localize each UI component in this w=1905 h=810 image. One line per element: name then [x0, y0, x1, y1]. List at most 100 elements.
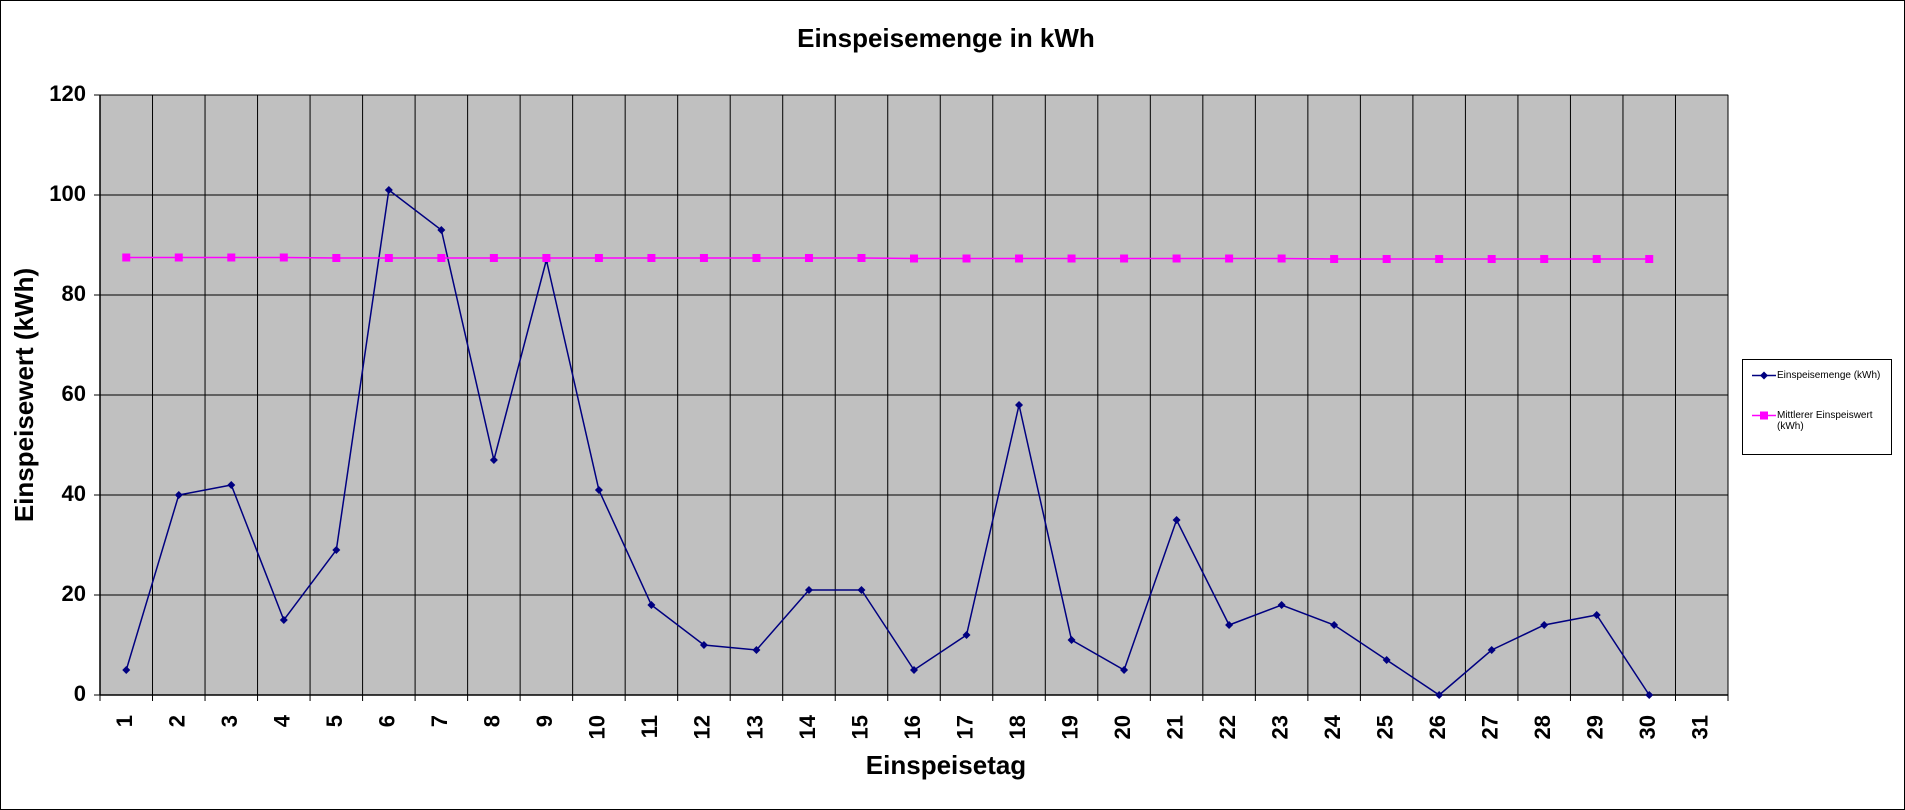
x-tick-label: 1	[112, 715, 137, 727]
point	[1382, 656, 1391, 664]
point	[857, 586, 866, 594]
x-tick-label: 26	[1425, 715, 1450, 739]
x-tick-label: 25	[1372, 715, 1397, 739]
chart-title: Einspeisemenge in kWh	[797, 23, 1095, 53]
legend-item: Einspeisemenge (kWh)	[1751, 370, 1887, 381]
point	[1277, 254, 1286, 263]
point	[1592, 611, 1601, 619]
x-tick-label: 23	[1267, 715, 1292, 739]
point	[1540, 255, 1549, 263]
legend-item: Mittlerer Einspeiswert (kWh)	[1751, 410, 1887, 432]
point	[437, 226, 446, 234]
x-tick-label: 24	[1320, 714, 1345, 739]
point	[1172, 516, 1181, 524]
x-tick-label: 5	[322, 715, 347, 727]
legend-marker	[1760, 411, 1768, 420]
y-tick-label: 20	[62, 581, 86, 606]
point	[1487, 255, 1496, 263]
y-tick-label: 80	[62, 281, 86, 306]
x-axis-label: Einspeisetag	[866, 750, 1026, 780]
point	[1120, 666, 1129, 674]
point	[437, 254, 446, 262]
x-tick-label: 9	[532, 715, 557, 727]
point	[279, 616, 288, 624]
point	[910, 254, 918, 263]
x-tick-label: 29	[1583, 715, 1608, 739]
x-tick-label: 16	[900, 715, 925, 739]
legend-label: Einspeisemenge (kWh)	[1777, 370, 1881, 381]
x-tick-label: 28	[1530, 715, 1555, 739]
point	[174, 491, 183, 499]
point	[1540, 621, 1549, 629]
x-tick-label: 14	[795, 714, 820, 739]
point	[1645, 691, 1654, 699]
x-tick-label: 3	[217, 715, 242, 727]
point	[1225, 621, 1234, 629]
x-tick-label: 21	[1162, 715, 1187, 739]
x-tick-label: 10	[585, 715, 610, 739]
point	[279, 253, 288, 262]
point	[1382, 255, 1391, 263]
point	[752, 254, 761, 262]
point	[910, 666, 918, 674]
series-line	[125, 188, 1650, 696]
x-tick-label: 6	[375, 715, 400, 727]
point	[594, 254, 603, 262]
point	[699, 254, 708, 262]
point	[1330, 255, 1339, 263]
x-tick-label: 4	[270, 714, 295, 727]
point	[804, 254, 813, 262]
point	[332, 254, 341, 262]
x-tick-label: 20	[1110, 715, 1135, 739]
point	[174, 253, 183, 262]
x-tick-label: 12	[690, 715, 715, 739]
x-tick-label: 30	[1635, 715, 1660, 739]
y-tick-label: 100	[49, 181, 86, 206]
legend-marker	[1760, 371, 1768, 380]
point	[1435, 691, 1444, 699]
point	[227, 481, 236, 489]
y-tick-label: 120	[49, 81, 86, 106]
x-tick-label: 22	[1215, 715, 1240, 739]
point	[1172, 254, 1181, 263]
point	[962, 631, 971, 639]
point	[1067, 254, 1076, 263]
point	[489, 456, 498, 464]
point	[647, 601, 656, 609]
legend-label: Mittlerer Einspeiswert (kWh)	[1777, 410, 1873, 432]
point	[1277, 601, 1286, 609]
x-tick-label: 19	[1057, 715, 1082, 739]
point	[804, 586, 813, 594]
point	[1120, 254, 1129, 263]
point	[384, 254, 393, 262]
point	[1330, 621, 1339, 629]
legend: Einspeisemenge (kWh) Mittlerer Einspeiswe…	[1742, 359, 1892, 455]
point	[1015, 401, 1024, 409]
point	[1015, 254, 1024, 263]
point	[122, 666, 131, 674]
legend-swatch	[1752, 371, 1776, 380]
point	[962, 254, 971, 263]
point	[332, 546, 341, 554]
point	[122, 253, 131, 262]
point	[699, 641, 708, 649]
point	[857, 254, 866, 262]
point	[489, 254, 498, 262]
x-tick-label: 8	[480, 715, 505, 727]
x-tick-label: 2	[165, 715, 190, 727]
legend-swatch	[1752, 411, 1776, 420]
point	[384, 186, 393, 194]
x-tick-label: 27	[1477, 715, 1502, 739]
x-tick-label: 15	[847, 715, 872, 739]
series-line	[126, 256, 1650, 260]
x-tick-label: 17	[952, 715, 977, 739]
x-tick-label: 11	[637, 715, 662, 738]
point	[542, 254, 551, 262]
y-axis-label: Einspeisewert (kWh)	[9, 268, 39, 522]
x-tick-label: 13	[742, 715, 767, 739]
point	[227, 253, 236, 262]
y-tick-label: 40	[62, 481, 86, 506]
point	[1225, 254, 1234, 263]
